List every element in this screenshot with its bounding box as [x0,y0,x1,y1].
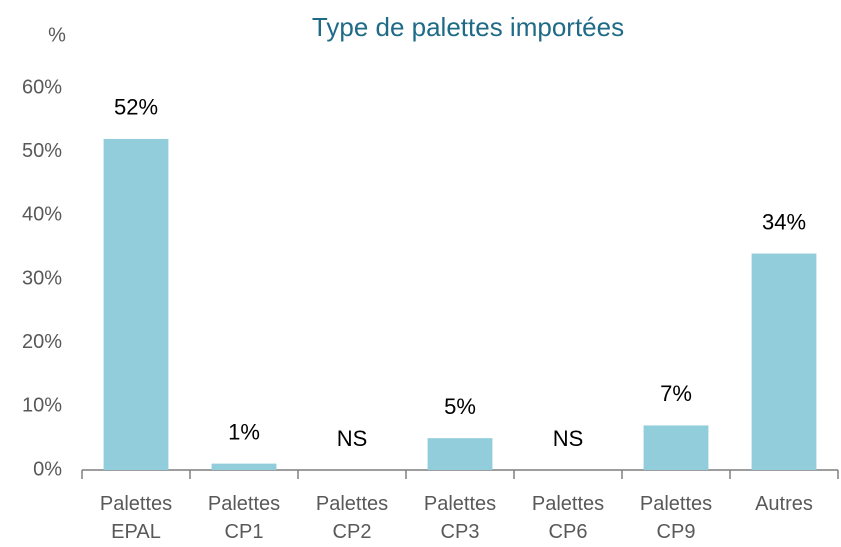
y-tick-label: 40% [22,204,62,226]
y-tick-label: 60% [22,76,62,98]
data-label: 34% [762,209,806,234]
chart-title: Type de palettes importées [312,12,624,42]
x-tick-label: Palettes EPAL [99,493,173,543]
y-axis-unit: % [48,24,66,46]
x-tick-label: Palettes CP3 [423,493,497,543]
data-label: 1% [228,419,260,444]
bar [211,463,277,470]
y-tick-label: 20% [22,331,62,353]
data-label: 7% [660,381,692,406]
x-tick-label: Palettes CP2 [315,493,389,543]
y-tick-label: 10% [22,395,62,417]
data-label: NS [337,426,368,451]
y-tick-label: 0% [33,458,62,480]
bar [643,425,709,470]
y-tick-label: 50% [22,140,62,162]
y-tick-label: 30% [22,267,62,289]
data-label: 5% [444,394,476,419]
data-label: NS [553,426,584,451]
data-label: 52% [114,95,158,120]
bar [103,138,169,470]
x-tick-label: Palettes CP6 [531,493,605,543]
x-tick-label: Palettes CP1 [207,493,281,543]
bar [751,253,817,470]
bar [427,438,493,470]
x-tick-label: Palettes CP9 [639,493,713,543]
x-tick-label: Autres [755,493,813,515]
